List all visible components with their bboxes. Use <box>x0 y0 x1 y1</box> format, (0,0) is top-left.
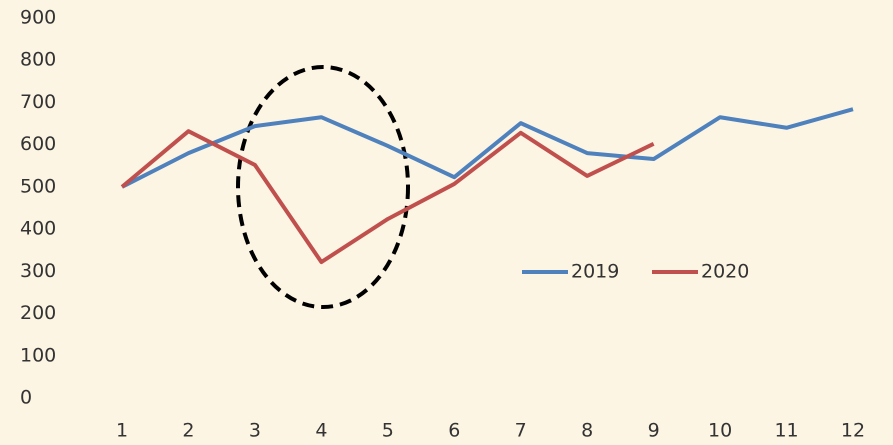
x-tick-label: 7 <box>515 420 527 442</box>
y-tick-label: 400 <box>20 218 56 240</box>
y-tick-label: 0 <box>20 387 32 409</box>
y-tick-label: 900 <box>20 7 56 29</box>
x-tick-label: 4 <box>315 420 327 442</box>
series-line <box>121 107 854 189</box>
series-line <box>120 129 655 265</box>
x-tick-label: 8 <box>581 420 593 442</box>
x-tick-label: 10 <box>708 420 732 442</box>
legend-label: 2019 <box>571 261 619 283</box>
y-tick-label: 700 <box>20 91 56 113</box>
legend-label: 2020 <box>701 261 749 283</box>
highlight-ellipse <box>236 65 410 309</box>
x-tick-label: 6 <box>448 420 460 442</box>
x-tick-label: 12 <box>841 420 865 442</box>
x-tick-label: 1 <box>116 420 128 442</box>
y-tick-label: 500 <box>20 175 56 197</box>
x-tick-label: 2 <box>182 420 194 442</box>
y-tick-label: 800 <box>20 49 56 71</box>
y-tick-label: 300 <box>20 260 56 282</box>
x-tick-label: 11 <box>774 420 798 442</box>
y-tick-label: 200 <box>20 302 56 324</box>
y-tick-label: 100 <box>20 344 56 366</box>
x-tick-label: 9 <box>648 420 660 442</box>
y-tick-label: 600 <box>20 133 56 155</box>
x-tick-label: 3 <box>249 420 261 442</box>
x-tick-label: 5 <box>382 420 394 442</box>
